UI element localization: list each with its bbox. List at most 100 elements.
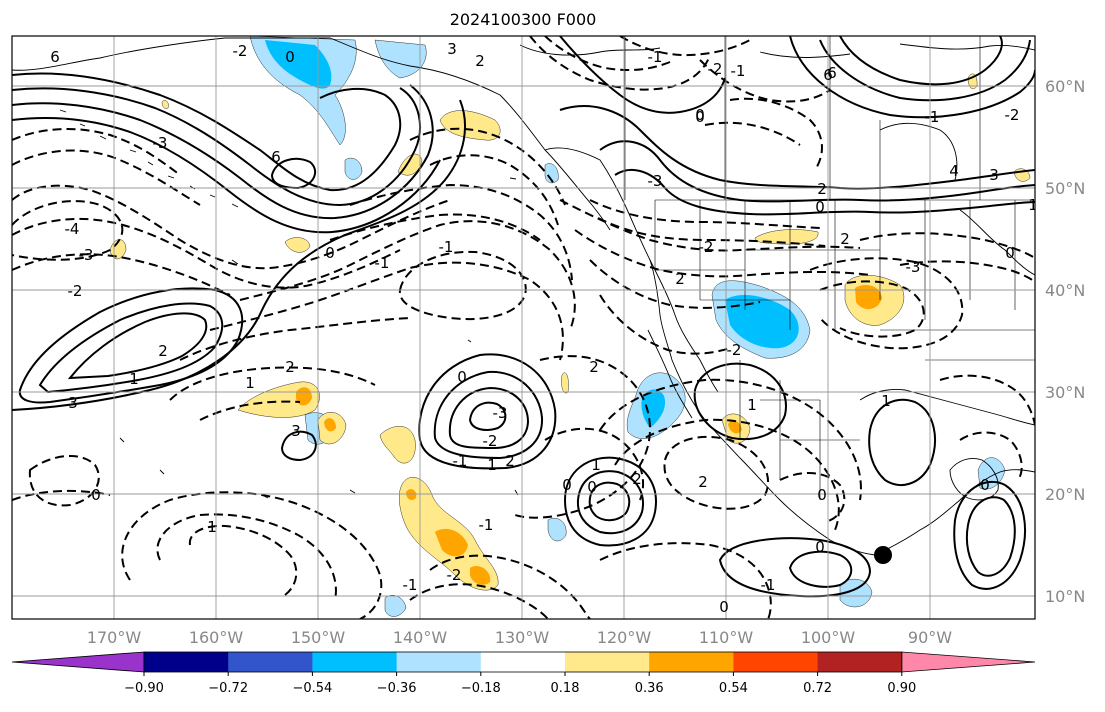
coastline-layer [12, 36, 1035, 556]
shade-orange [470, 565, 491, 585]
contour-high-center [468, 401, 507, 431]
shade-blue [725, 295, 799, 349]
contour-label: 0 [695, 108, 705, 126]
contour-dashed-canada [597, 217, 826, 247]
contour-solid-mexico [693, 362, 787, 441]
contour-dashed-arctic [529, 36, 711, 91]
shade-orange [855, 285, 882, 310]
contour-label: 1 [487, 456, 497, 474]
shade-yellow [284, 237, 311, 253]
contour-label: -1 [375, 254, 390, 272]
contour-dashed-wave [179, 317, 411, 361]
contour-label: -3 [906, 258, 921, 276]
contour-dashed-wave [199, 400, 301, 421]
contour-label: 1 [129, 370, 139, 388]
contour-label: -2 [483, 432, 498, 450]
solid-contour-layer [12, 36, 1035, 598]
contour-label: 4 [949, 162, 959, 180]
contour-label: 3 [447, 40, 457, 58]
contour-solid [12, 117, 441, 234]
central-america-coast [874, 469, 1035, 556]
contour-label: 1 [245, 374, 255, 392]
shade-light-blue [384, 595, 407, 617]
contour-label: -1 [761, 576, 776, 594]
contour-dashed-east [614, 418, 840, 531]
contour-solid-canada [599, 140, 1035, 203]
lon-label: 140°W [393, 628, 448, 647]
graticule-layer [12, 36, 1035, 619]
contour-dashed-east [599, 542, 772, 619]
shade-yellow [754, 229, 819, 245]
hudson-area [879, 122, 1035, 276]
colorbar-tick-label: 0.36 [635, 681, 664, 696]
mexico-west-coast [649, 259, 876, 556]
contour-dashed-arc [544, 427, 645, 501]
plot-frame [11, 35, 1036, 620]
contour-label: -4 [65, 220, 80, 238]
contour-dashed-gulf-alaska [329, 213, 541, 241]
contour-label: -2 [699, 238, 714, 256]
contour-label: -1 [731, 62, 746, 80]
colorbar-extension-min [11, 651, 145, 673]
contour-label: 0 [285, 48, 295, 66]
contour-label: 0 [980, 476, 990, 494]
contour-label-layer: 6-20326-10-2-1-36-4-3-20-1-121312-3-2-10… [50, 40, 1035, 616]
contour-dashed-canada [589, 199, 821, 229]
contour-label: 2 [589, 358, 599, 376]
location-marker [874, 546, 892, 564]
contour-label: 0 [695, 106, 705, 124]
contour-dashed-west-us [599, 294, 731, 355]
shade-light-blue [374, 39, 427, 79]
contour-dashed-west-us [589, 259, 761, 309]
contour-solid [12, 84, 434, 220]
contour-label: 6 [823, 66, 833, 84]
contour-dashed-arctic [544, 36, 671, 71]
lon-label: 90°W [908, 628, 952, 647]
contour-label: -1 [479, 516, 494, 534]
contour-label: -2 [727, 341, 742, 359]
contour-label: 0 [815, 538, 825, 556]
contour-dashed [12, 217, 401, 289]
contour-high-center [433, 370, 544, 460]
shade-light-blue [344, 157, 363, 180]
shade-light-blue [839, 578, 873, 608]
latitude-axis: 60°N 50°N 40°N 30°N 20°N 10°N [1045, 77, 1085, 606]
alaska-coastline [12, 37, 611, 231]
colorbar-frame [143, 651, 903, 673]
contour-solid-ne [789, 36, 1035, 119]
colorbar-extension-max [901, 651, 1036, 673]
shade-blue [641, 389, 666, 428]
colorbar-segment [480, 652, 566, 672]
contour-solid-pacific-east [788, 550, 853, 588]
contour-label: 0 [587, 478, 597, 496]
contour-label: -2 [708, 60, 723, 78]
colorbar-segment [396, 652, 482, 672]
contour-label: 2 [285, 358, 295, 376]
contour-dashed-central-us [809, 257, 964, 350]
contour-label: 6 [50, 48, 60, 66]
colorbar-tick-label: 0.54 [719, 681, 748, 696]
aleutian-islands [59, 109, 239, 208]
colorbar-segment [817, 652, 903, 672]
contour-label: -1 [453, 452, 468, 470]
shade-orange [435, 528, 468, 557]
map-title: 2024100300 F000 [449, 10, 597, 29]
contour-solid-low [12, 99, 466, 411]
colorbar-segment [144, 652, 229, 672]
colorbar-tick-label: 0.90 [887, 681, 916, 696]
contour-label: 2 [505, 452, 515, 470]
contour-label: -2 [447, 566, 462, 584]
lon-label: 100°W [801, 628, 856, 647]
contour-high-south [576, 470, 644, 535]
colorbar-tick-label: −0.36 [377, 681, 417, 696]
contour-high-south [588, 481, 631, 522]
contour-dashed-wave [169, 366, 376, 401]
contour-dashed-east [779, 472, 846, 523]
contour-solid-low [38, 302, 224, 394]
contour-dashed-arc [409, 583, 549, 619]
colorbar-tick-label: −0.72 [208, 681, 248, 696]
lat-label: 10°N [1045, 587, 1085, 606]
lon-label: 130°W [495, 628, 550, 647]
colorbar-segment [312, 652, 398, 672]
lat-label: 60°N [1045, 77, 1085, 96]
